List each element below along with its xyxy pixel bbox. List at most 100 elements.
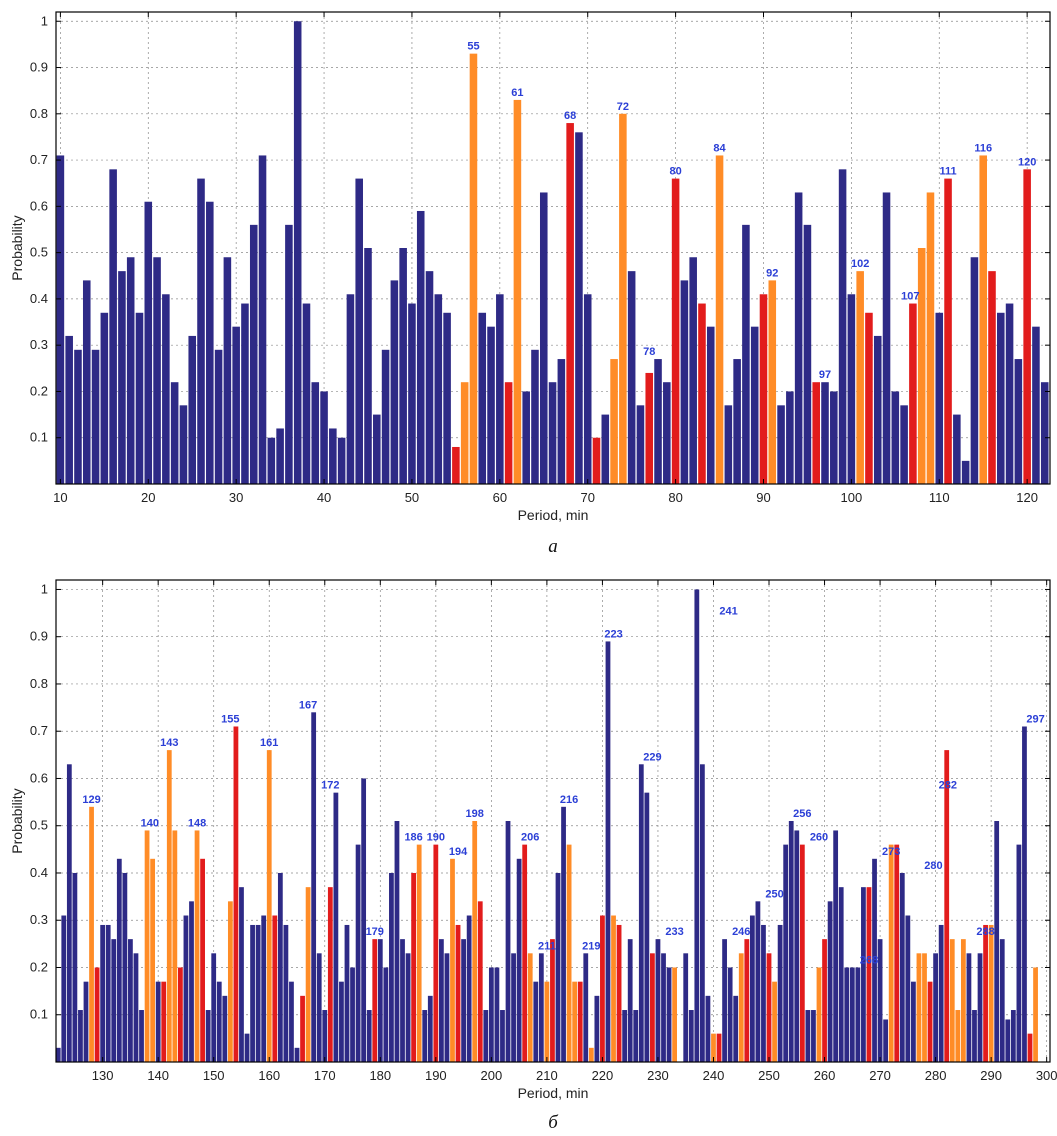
bar: [74, 349, 82, 484]
bar: [355, 178, 363, 484]
bar: [838, 887, 844, 1062]
bar: [197, 178, 205, 484]
bar: [663, 382, 671, 484]
bar: [399, 248, 407, 484]
bar-orange: [856, 271, 864, 484]
bar: [78, 1010, 83, 1062]
bar-red: [233, 726, 239, 1062]
bar: [408, 303, 416, 484]
peak-label: 61: [511, 87, 523, 99]
y-tick-label: 0.1: [30, 430, 48, 445]
x-axis-label: Period, min: [518, 1085, 589, 1101]
bar: [786, 391, 794, 484]
bar: [970, 257, 979, 484]
bar: [128, 939, 133, 1062]
bar-red: [504, 382, 513, 484]
bar-red: [822, 939, 827, 1062]
bar: [344, 924, 350, 1062]
bar: [522, 391, 530, 484]
bar: [211, 953, 217, 1062]
bar: [539, 192, 548, 484]
x-tick-label: 90: [756, 490, 770, 505]
bar: [405, 953, 411, 1062]
peak-label: 68: [564, 110, 576, 122]
bar: [654, 359, 662, 484]
y-tick-label: 0.4: [30, 865, 48, 880]
bar-orange: [150, 858, 156, 1062]
bar: [1032, 326, 1040, 484]
bar: [733, 995, 739, 1062]
bar: [241, 303, 249, 484]
bar: [811, 1010, 816, 1062]
bar-red: [944, 750, 950, 1062]
bar: [293, 21, 302, 484]
peak-label: 102: [851, 258, 869, 270]
y-tick-label: 0.6: [30, 198, 48, 213]
x-tick-label: 30: [229, 490, 243, 505]
bar: [244, 1033, 250, 1062]
peak-label: 246: [732, 926, 750, 938]
bar: [688, 1010, 694, 1062]
bar-red: [909, 303, 917, 484]
y-tick-label: 0.2: [30, 383, 48, 398]
bar-orange: [955, 1010, 961, 1062]
panel-label: б: [548, 1112, 559, 1133]
bar-red: [716, 1033, 722, 1062]
bar: [883, 1019, 889, 1062]
bar: [561, 806, 566, 1062]
bar: [189, 901, 194, 1062]
peak-label: 55: [467, 41, 479, 53]
y-tick-label: 0.7: [30, 152, 48, 167]
bar: [111, 939, 117, 1062]
bar: [109, 169, 117, 484]
bar: [361, 778, 367, 1062]
bar-red: [983, 924, 988, 1062]
bar: [911, 981, 916, 1062]
bar-orange: [619, 113, 627, 485]
peak-label: 140: [141, 817, 159, 829]
bar-red: [550, 939, 555, 1062]
bar-red: [650, 953, 655, 1062]
bar: [516, 858, 522, 1062]
bar: [155, 981, 161, 1062]
bar-red: [566, 123, 574, 484]
bar: [188, 335, 197, 484]
bar: [788, 821, 794, 1062]
bar: [742, 224, 750, 485]
bar: [777, 924, 783, 1062]
x-tick-label: 150: [203, 1068, 225, 1083]
bar: [389, 872, 394, 1062]
bar-red: [600, 915, 605, 1062]
y-tick-label: 0.6: [30, 770, 48, 785]
bar-red: [698, 303, 706, 484]
bar: [933, 953, 938, 1062]
peak-label: 211: [538, 940, 556, 952]
bar-red: [433, 844, 439, 1062]
x-tick-label: 260: [814, 1068, 836, 1083]
bar: [638, 764, 644, 1062]
y-tick-label: 0.5: [30, 245, 48, 260]
bar: [434, 294, 443, 484]
bar-orange: [544, 981, 550, 1062]
bar: [977, 953, 983, 1062]
bar: [383, 967, 389, 1062]
bar: [655, 939, 661, 1062]
bar-red: [477, 901, 483, 1062]
bar-red: [1027, 1033, 1033, 1062]
bar-orange: [917, 248, 926, 484]
bar: [250, 924, 255, 1062]
peak-label: 190: [427, 832, 445, 844]
bar: [1014, 359, 1023, 484]
x-tick-label: 200: [481, 1068, 503, 1083]
bar: [777, 405, 785, 484]
bar-orange: [988, 924, 994, 1062]
bar: [289, 981, 294, 1062]
bar: [135, 312, 144, 484]
bar-orange: [979, 155, 987, 484]
peak-label: 223: [604, 628, 622, 640]
bar: [255, 924, 261, 1062]
bar: [65, 335, 73, 484]
bar: [783, 844, 789, 1062]
bar-red: [744, 939, 750, 1062]
bar: [427, 995, 433, 1062]
